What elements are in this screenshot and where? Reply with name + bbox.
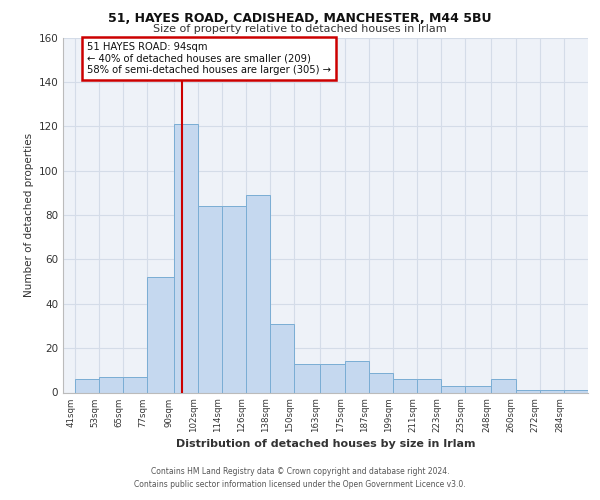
Bar — [99, 377, 124, 392]
X-axis label: Distribution of detached houses by size in Irlam: Distribution of detached houses by size … — [176, 439, 475, 449]
Text: Contains HM Land Registry data © Crown copyright and database right 2024.
Contai: Contains HM Land Registry data © Crown c… — [134, 467, 466, 489]
Bar — [148, 277, 173, 392]
Bar — [564, 390, 588, 392]
Bar — [515, 390, 540, 392]
Bar — [465, 386, 491, 392]
Bar — [491, 379, 515, 392]
Bar — [222, 206, 246, 392]
Bar — [540, 390, 564, 392]
Bar — [441, 386, 465, 392]
Bar — [417, 379, 441, 392]
Bar — [173, 124, 198, 392]
Text: Size of property relative to detached houses in Irlam: Size of property relative to detached ho… — [153, 24, 447, 34]
Bar — [124, 377, 148, 392]
Bar — [320, 364, 344, 392]
Y-axis label: Number of detached properties: Number of detached properties — [24, 133, 34, 297]
Bar — [393, 379, 417, 392]
Bar — [198, 206, 222, 392]
Bar — [246, 195, 270, 392]
Bar — [295, 364, 320, 392]
Text: 51, HAYES ROAD, CADISHEAD, MANCHESTER, M44 5BU: 51, HAYES ROAD, CADISHEAD, MANCHESTER, M… — [108, 12, 492, 26]
Bar — [270, 324, 295, 392]
Bar — [344, 362, 369, 392]
Bar — [75, 379, 99, 392]
Bar — [369, 372, 393, 392]
Text: 51 HAYES ROAD: 94sqm
← 40% of detached houses are smaller (209)
58% of semi-deta: 51 HAYES ROAD: 94sqm ← 40% of detached h… — [87, 42, 331, 75]
